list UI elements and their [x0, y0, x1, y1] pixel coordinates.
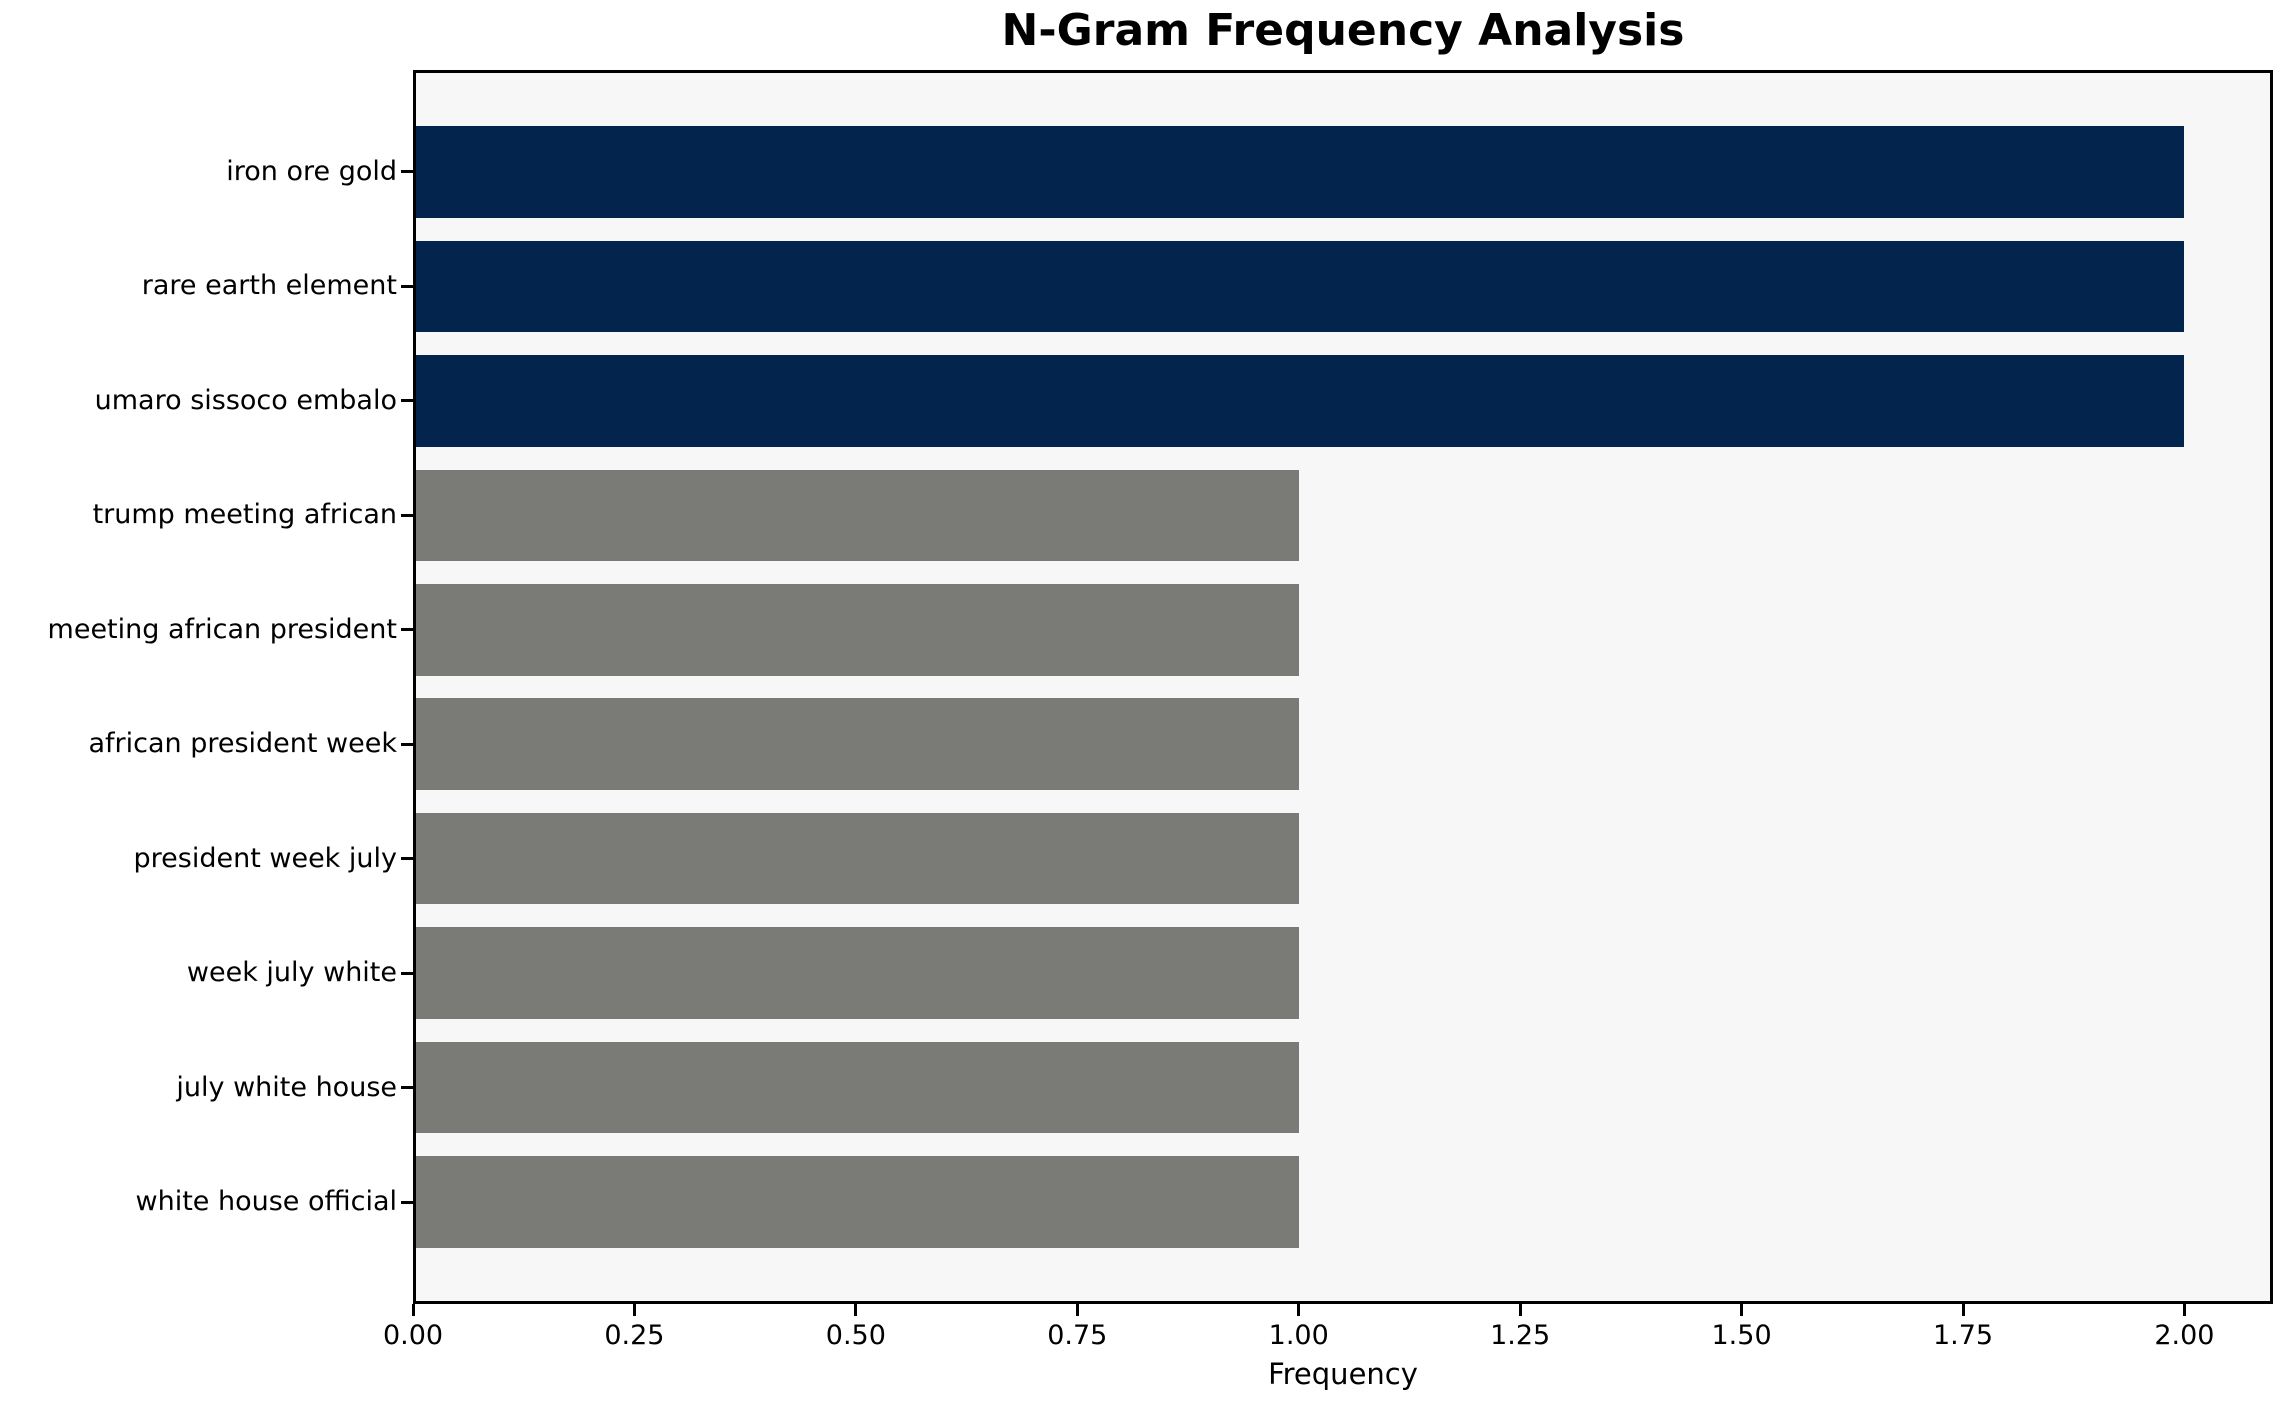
- y-tick-mark: [401, 1200, 413, 1204]
- x-tick-mark: [632, 1304, 636, 1316]
- x-tick-mark: [411, 1304, 415, 1316]
- y-tick-label: president week july: [133, 842, 397, 874]
- y-tick-label: umaro sissoco embalo: [94, 384, 397, 416]
- bar: [413, 1041, 1299, 1134]
- bar: [413, 1156, 1299, 1248]
- bar: [413, 469, 1299, 562]
- y-tick-label: trump meeting african: [92, 499, 397, 531]
- x-axis-label: Frequency: [1268, 1357, 1418, 1391]
- y-tick-label: iron ore gold: [226, 155, 397, 187]
- y-tick-mark: [401, 742, 413, 746]
- bars-layer: [413, 70, 2273, 1304]
- y-tick-label: african president week: [88, 728, 397, 760]
- x-tick-label: 0.50: [825, 1320, 886, 1351]
- y-tick-mark: [401, 628, 413, 632]
- x-tick-mark: [1961, 1304, 1965, 1316]
- x-tick-label: 1.25: [1490, 1320, 1551, 1351]
- bar: [413, 240, 2185, 333]
- y-tick-label: rare earth element: [141, 270, 397, 302]
- bar: [413, 126, 2185, 218]
- y-tick-mark: [401, 284, 413, 288]
- y-tick-mark: [401, 513, 413, 517]
- x-tick-mark: [1297, 1304, 1301, 1316]
- x-tick-label: 0.25: [604, 1320, 665, 1351]
- bar: [413, 355, 2185, 447]
- x-tick-label: 2.00: [2154, 1320, 2215, 1351]
- x-tick-label: 0.00: [382, 1320, 444, 1351]
- x-tick-label: 1.50: [1711, 1320, 1772, 1351]
- x-tick-label: 0.75: [1047, 1320, 1108, 1351]
- bar: [413, 583, 1299, 676]
- y-tick-mark: [401, 971, 413, 975]
- y-tick-label: meeting african president: [47, 613, 397, 645]
- bar: [413, 812, 1299, 905]
- y-tick-mark: [401, 857, 413, 861]
- bar: [413, 698, 1299, 790]
- y-tick-label: week july white: [186, 957, 397, 989]
- x-tick-label: 1.75: [1932, 1320, 1994, 1351]
- y-tick-mark: [401, 399, 413, 403]
- y-tick-mark: [401, 170, 413, 174]
- x-tick-label: 1.00: [1268, 1320, 1329, 1351]
- y-tick-mark: [401, 1086, 413, 1090]
- x-tick-mark: [1075, 1304, 1079, 1316]
- x-tick-mark: [1518, 1304, 1522, 1316]
- x-tick-mark: [2182, 1304, 2186, 1316]
- y-tick-label: july white house: [176, 1071, 397, 1103]
- y-tick-label: white house official: [135, 1186, 398, 1218]
- chart-title: N-Gram Frequency Analysis: [1001, 5, 1685, 56]
- x-tick-mark: [854, 1304, 858, 1316]
- bar: [413, 927, 1299, 1019]
- x-tick-mark: [1740, 1304, 1744, 1316]
